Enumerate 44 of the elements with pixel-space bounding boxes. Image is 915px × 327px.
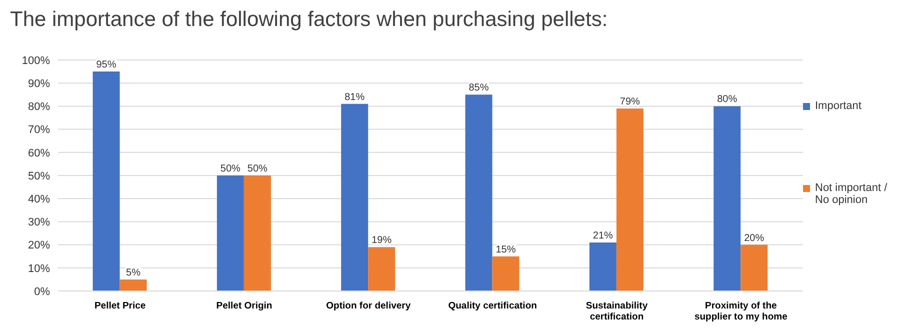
y-tick-label: 80% <box>28 101 50 114</box>
data-label: 80% <box>717 94 738 106</box>
bar <box>714 106 741 291</box>
y-tick-label: 0% <box>34 286 50 298</box>
data-label: 21% <box>592 230 614 242</box>
y-tick-label: 50% <box>28 170 50 182</box>
y-tick-label: 10% <box>28 262 50 275</box>
bar <box>341 104 368 291</box>
y-tick-label: 100% <box>22 54 50 67</box>
bar <box>216 176 244 291</box>
x-tick-label: Pellet Origin <box>216 300 272 312</box>
data-label: 15% <box>496 244 516 256</box>
x-tick-label: Quality certification <box>448 300 538 312</box>
bar <box>740 244 768 291</box>
data-label: 85% <box>468 82 489 94</box>
data-label: 81% <box>344 92 365 103</box>
data-label: 20% <box>744 232 764 244</box>
chart-title: The importance of the following factors when purchasing pellets: <box>9 8 609 33</box>
bar <box>492 256 520 291</box>
data-label: 79% <box>620 96 640 108</box>
data-label: 5% <box>126 267 141 278</box>
bar <box>368 247 396 291</box>
data-label: 19% <box>372 235 392 246</box>
y-tick-label: 20% <box>28 240 50 252</box>
bar <box>616 108 644 291</box>
bar <box>92 72 120 291</box>
x-tick-label: Proximity of the supplier to my home <box>694 300 788 323</box>
y-tick-label: 60% <box>28 147 50 160</box>
x-tick-label: Pellet Price <box>94 300 146 312</box>
legend-label: Important <box>815 100 862 112</box>
x-tick-label: Option for delivery <box>326 300 412 312</box>
data-label: 50% <box>220 164 241 174</box>
x-tick-label: Sustainability certification <box>586 300 648 323</box>
y-tick-label: 40% <box>28 194 50 206</box>
y-tick-label: 70% <box>28 124 50 136</box>
y-tick-label: 30% <box>28 216 50 229</box>
data-label: 50% <box>247 164 268 174</box>
data-label: 95% <box>96 60 116 71</box>
legend-label: Not important / No opinion <box>815 182 888 206</box>
bar <box>244 176 271 291</box>
bar <box>120 279 147 291</box>
bar <box>465 94 492 291</box>
bar <box>589 242 616 291</box>
y-tick-label: 90% <box>28 78 50 90</box>
